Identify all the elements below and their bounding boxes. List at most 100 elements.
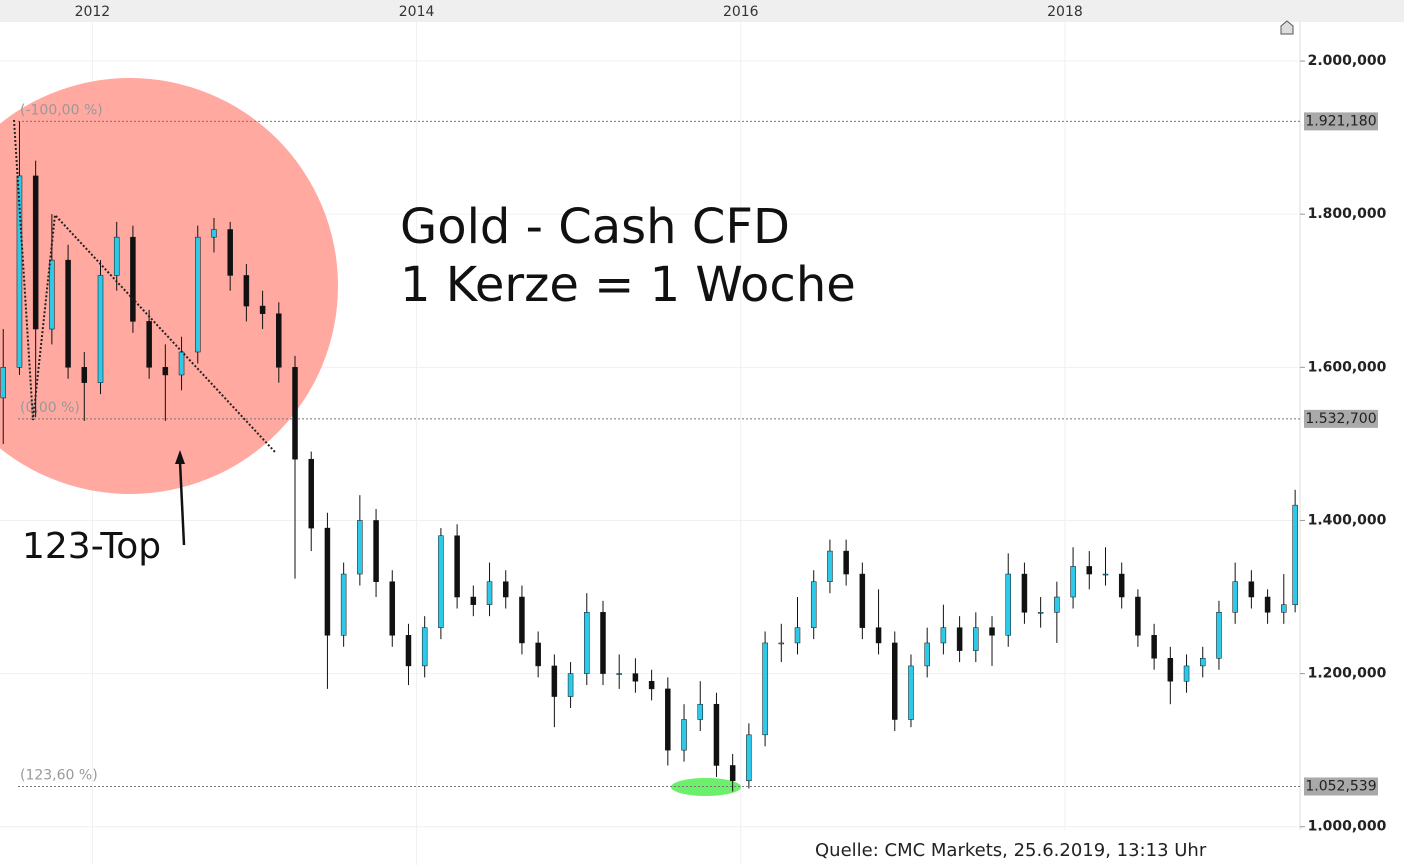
candle-body	[357, 520, 363, 575]
candle-body	[146, 321, 152, 368]
candle-body	[243, 275, 250, 307]
candle-body	[1292, 504, 1298, 605]
candle-body	[1037, 612, 1044, 614]
y-tick-label: 1.200,000	[1308, 666, 1387, 682]
candle-body	[65, 259, 71, 368]
time-axis-bar	[0, 0, 1404, 22]
y-tick-label: 1.800,000	[1308, 206, 1387, 222]
candle-body	[892, 642, 898, 720]
candle-body	[454, 535, 460, 598]
candle-body	[324, 527, 331, 636]
candle-body	[373, 520, 379, 582]
candle-body	[1021, 573, 1028, 613]
arrow-shaft	[178, 461, 186, 546]
candle-body	[211, 229, 217, 238]
candle-body	[1216, 612, 1222, 659]
price-tag	[1304, 409, 1378, 428]
candle-body	[276, 313, 282, 368]
candle-body	[1135, 596, 1141, 636]
candle-body	[486, 581, 493, 605]
candle-body	[130, 236, 136, 322]
candle-body	[1054, 596, 1060, 613]
candle-body	[973, 627, 979, 651]
candle-body	[956, 627, 963, 651]
candle-body	[340, 573, 347, 636]
candle-body	[697, 703, 703, 720]
level-percent: (-100,00 %)	[20, 102, 103, 118]
y-tick-label: 1.400,000	[1308, 512, 1387, 528]
candle-body	[600, 612, 606, 674]
candle-body	[1005, 573, 1011, 636]
candle-body	[259, 305, 266, 314]
candle-body	[827, 550, 833, 582]
y-tick-label: 1.000,000	[1308, 819, 1387, 835]
arrow-head	[175, 450, 185, 464]
candle-body	[1086, 566, 1093, 575]
candle-body	[81, 367, 88, 383]
candle-body	[632, 673, 639, 682]
x-tick-label: 2014	[399, 4, 435, 20]
candle-body	[438, 535, 444, 628]
candle-body	[989, 627, 995, 636]
x-tick-label: 2012	[75, 4, 111, 20]
candle-body	[1183, 665, 1190, 682]
x-tick-label: 2016	[723, 4, 759, 20]
chart-title: Gold - Cash CFD	[400, 199, 790, 255]
x-tick-label: 2018	[1047, 4, 1083, 20]
candles	[0, 121, 1298, 792]
candle-body	[794, 627, 801, 644]
candle-body	[729, 765, 736, 782]
candle-body	[519, 596, 525, 644]
candle-body	[32, 175, 39, 330]
candle-body	[1248, 581, 1255, 598]
source-box	[775, 830, 1404, 865]
candle-body	[227, 229, 233, 276]
candle-body	[859, 573, 866, 628]
price-tag-label: 1.921,180	[1305, 113, 1376, 129]
candle-body	[924, 642, 930, 667]
y-tick-label: 2.000,000	[1308, 53, 1387, 69]
candle-body	[1232, 581, 1238, 613]
candle-body	[502, 581, 509, 598]
candle-body	[308, 458, 314, 529]
candle-body	[681, 719, 687, 751]
candle-body	[665, 688, 671, 751]
price-axis	[1300, 22, 1404, 865]
price-tag	[1304, 112, 1378, 131]
candle-body	[1167, 658, 1174, 682]
candle-body	[1199, 658, 1206, 667]
candle-body	[162, 367, 169, 376]
candle-body	[97, 275, 104, 383]
price-tag-label: 1.532,700	[1305, 411, 1376, 427]
bottom-highlight	[671, 778, 741, 796]
home-icon[interactable]	[1280, 20, 1294, 35]
candle-body	[49, 259, 55, 330]
candle-body	[616, 673, 622, 675]
candle-body	[648, 680, 655, 690]
candle-body	[195, 236, 201, 353]
annotation: 123-Top	[22, 526, 161, 567]
candle-body	[1281, 604, 1287, 613]
candle-body	[405, 635, 412, 667]
pattern-line	[13, 119, 276, 453]
candle-body	[908, 665, 914, 720]
levels: (-100,00 %) (0,00 %) (123,60 %)	[18, 102, 1300, 787]
candle-body	[1264, 596, 1271, 613]
candle-body	[470, 596, 477, 605]
candle-body	[178, 351, 185, 376]
candle-body	[778, 642, 785, 645]
y-tick-label: 1.600,000	[1308, 359, 1387, 375]
level-percent: (0,00 %)	[20, 400, 80, 416]
candle-body	[1102, 573, 1109, 576]
candle-body	[0, 367, 6, 399]
candle-body	[1118, 573, 1125, 598]
candle-body	[810, 581, 817, 628]
level-percent: (123,60 %)	[20, 767, 98, 783]
candle-body	[421, 627, 428, 667]
candle-body	[389, 581, 396, 636]
candle-body	[762, 642, 768, 736]
candle-body	[113, 236, 120, 276]
price-tag	[1304, 777, 1378, 796]
candle-body	[940, 627, 947, 644]
